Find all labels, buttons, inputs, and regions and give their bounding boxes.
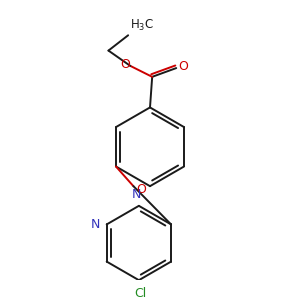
Text: Cl: Cl bbox=[134, 287, 146, 300]
Text: O: O bbox=[136, 183, 146, 196]
Text: O: O bbox=[120, 58, 130, 71]
Text: $\mathregular{H_3C}$: $\mathregular{H_3C}$ bbox=[130, 18, 154, 33]
Text: N: N bbox=[132, 188, 141, 202]
Text: O: O bbox=[178, 61, 188, 74]
Text: N: N bbox=[91, 218, 100, 231]
